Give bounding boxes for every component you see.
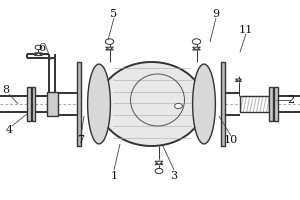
Bar (27, 87, 31, 121)
Polygon shape (155, 161, 163, 165)
Polygon shape (106, 47, 113, 50)
Circle shape (155, 168, 163, 174)
Bar (274, 87, 278, 121)
Bar (46, 92, 58, 116)
Ellipse shape (193, 64, 215, 144)
Bar (32, 87, 35, 121)
Bar (269, 87, 273, 121)
Text: 6: 6 (38, 43, 46, 53)
Polygon shape (34, 53, 42, 55)
Text: 4: 4 (5, 125, 13, 135)
Circle shape (105, 39, 114, 44)
Circle shape (175, 103, 182, 109)
Ellipse shape (99, 62, 204, 146)
Text: 9: 9 (212, 9, 220, 19)
Text: 2: 2 (287, 95, 295, 105)
Circle shape (192, 39, 201, 44)
Polygon shape (106, 47, 113, 50)
Bar (240, 96, 269, 112)
Circle shape (35, 45, 42, 50)
Text: 7: 7 (77, 135, 85, 145)
Bar (220, 62, 225, 146)
Polygon shape (193, 47, 200, 50)
Polygon shape (193, 47, 200, 50)
Text: 10: 10 (224, 135, 238, 145)
Ellipse shape (88, 64, 110, 144)
Text: 11: 11 (239, 25, 253, 35)
Text: 8: 8 (2, 85, 10, 95)
Text: 1: 1 (110, 171, 118, 181)
Polygon shape (236, 79, 242, 81)
Polygon shape (155, 161, 163, 165)
Text: 3: 3 (170, 171, 178, 181)
Bar (76, 62, 81, 146)
Polygon shape (34, 53, 42, 56)
Text: 5: 5 (110, 9, 118, 19)
Polygon shape (236, 79, 242, 82)
